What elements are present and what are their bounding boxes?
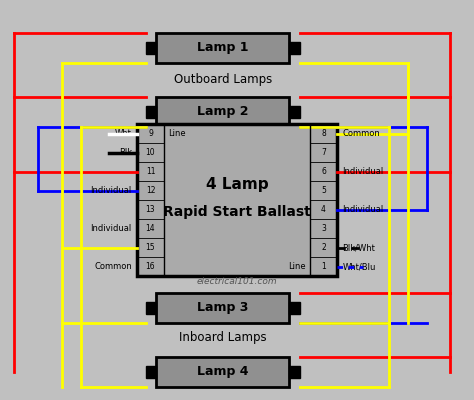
Text: Lamp 1: Lamp 1 (197, 42, 248, 54)
Text: Common: Common (94, 262, 132, 271)
Text: Blk: Blk (118, 148, 132, 157)
Text: 8: 8 (321, 129, 326, 138)
Text: Individual: Individual (342, 205, 383, 214)
Text: electrical101.com: electrical101.com (197, 278, 277, 286)
Text: Line: Line (288, 262, 306, 271)
Bar (137, 124, 337, 276)
Text: 15: 15 (146, 243, 155, 252)
Bar (156, 293, 289, 323)
Bar (146, 106, 156, 118)
Text: 6: 6 (321, 167, 326, 176)
Text: 4: 4 (321, 205, 326, 214)
Bar (156, 357, 289, 387)
Text: Individual: Individual (91, 224, 132, 233)
Text: 16: 16 (146, 262, 155, 271)
Text: 11: 11 (146, 167, 155, 176)
Text: 4 Lamp: 4 Lamp (206, 177, 268, 192)
Text: 3: 3 (321, 224, 326, 233)
Text: 12: 12 (146, 186, 155, 195)
Text: 9: 9 (148, 129, 153, 138)
Text: Individual: Individual (342, 167, 383, 176)
Bar (289, 106, 300, 118)
Text: 14: 14 (146, 224, 155, 233)
Text: Individual: Individual (91, 186, 132, 195)
Bar (289, 366, 300, 378)
Text: 2: 2 (321, 243, 326, 252)
Bar (156, 97, 289, 127)
Text: Lamp 2: Lamp 2 (197, 106, 248, 118)
Text: Wht: Wht (115, 129, 132, 138)
Text: 13: 13 (146, 205, 155, 214)
Text: Blk/Wht: Blk/Wht (342, 243, 375, 252)
Text: 5: 5 (321, 186, 326, 195)
Bar (146, 42, 156, 54)
Bar (146, 366, 156, 378)
Text: Lamp 4: Lamp 4 (197, 366, 248, 378)
Bar (289, 302, 300, 314)
Bar (156, 33, 289, 63)
Text: Inboard Lamps: Inboard Lamps (179, 332, 266, 344)
Text: Wht/Blu: Wht/Blu (342, 262, 375, 271)
Bar (146, 302, 156, 314)
Bar (289, 42, 300, 54)
Text: Line: Line (168, 129, 186, 138)
Text: 1: 1 (321, 262, 326, 271)
Text: Common: Common (342, 129, 380, 138)
Text: 10: 10 (146, 148, 155, 157)
Text: Outboard Lamps: Outboard Lamps (173, 74, 272, 86)
Text: 7: 7 (321, 148, 326, 157)
Text: Lamp 3: Lamp 3 (197, 302, 248, 314)
Text: Rapid Start Ballast: Rapid Start Ballast (163, 205, 311, 219)
